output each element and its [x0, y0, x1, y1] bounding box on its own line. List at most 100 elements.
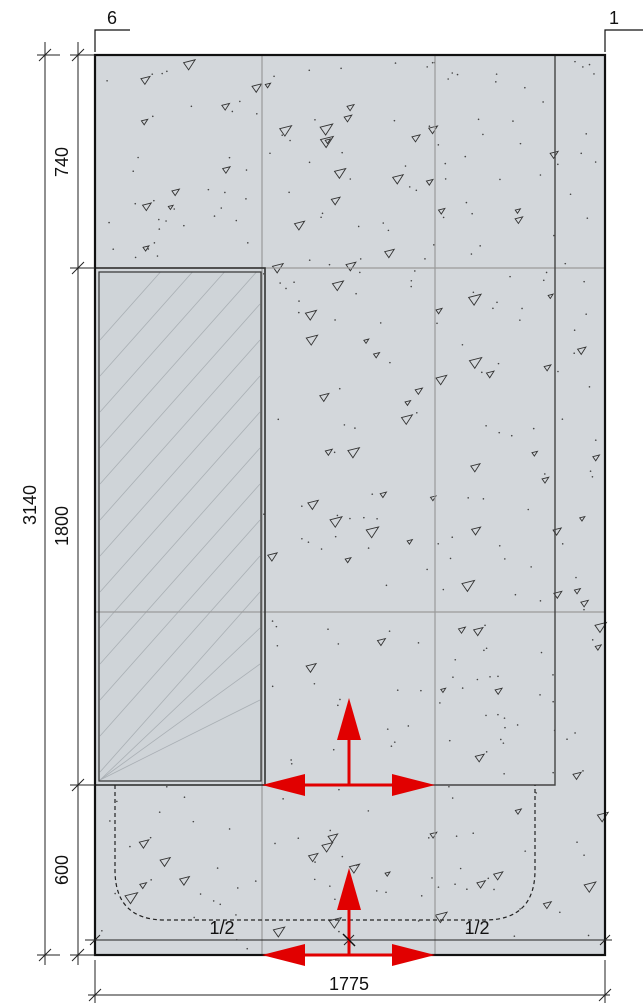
aggregate-dot: [277, 418, 280, 421]
aggregate-dot: [332, 748, 335, 751]
aggregate: [547, 293, 555, 300]
aggregate-dot: [444, 178, 447, 180]
aggregate-dot: [493, 888, 495, 891]
aggregate-dot: [153, 242, 156, 244]
aggregate-dot: [183, 796, 186, 799]
aggregate-dot: [496, 301, 498, 304]
aggregate-dot: [471, 212, 473, 215]
aggregate-dot: [114, 892, 116, 895]
aggregate: [461, 579, 476, 593]
aggregate: [319, 123, 334, 136]
aggregate-dot: [470, 253, 473, 255]
aggregate-dot: [375, 890, 378, 892]
aggregate: [159, 856, 172, 868]
aggregate-dot: [417, 642, 420, 644]
aggregate-dot: [101, 930, 103, 932]
aggregate: [543, 364, 552, 372]
aggregate-dot: [112, 248, 115, 250]
aggregate: [470, 463, 481, 473]
aggregate: [139, 881, 148, 890]
aggregate-dot: [106, 79, 108, 82]
aggregate: [365, 526, 380, 539]
aggregate: [319, 135, 335, 149]
window-sash: [98, 271, 262, 782]
aggregate-dot: [514, 593, 517, 596]
aggregate-dot: [492, 307, 494, 310]
aggregate-dot: [557, 370, 559, 373]
aggregate-dot: [359, 258, 362, 260]
aggregate-dot: [594, 161, 597, 163]
aggregate: [307, 852, 319, 863]
axis-label: 6: [107, 8, 117, 28]
aggregate: [319, 392, 330, 403]
aggregate-dot: [574, 732, 576, 734]
dimension-label: 600: [52, 855, 72, 885]
aggregate-dot: [134, 256, 137, 259]
aggregate: [324, 448, 334, 457]
aggregate-dot: [588, 386, 591, 388]
aggregate: [594, 621, 608, 634]
hatch-line: [99, 272, 161, 341]
aggregate-dot: [497, 675, 499, 678]
aggregate-dot: [442, 216, 445, 219]
aggregate-dot: [256, 112, 258, 115]
aggregate-dot: [524, 86, 526, 89]
aggregate-dot: [485, 647, 488, 650]
aggregate-dot: [516, 724, 519, 726]
aggregate-dot: [467, 928, 469, 931]
aggregate-dot: [540, 651, 543, 654]
aggregate-dot: [521, 307, 523, 310]
aggregate-dot: [271, 620, 274, 622]
hatch-line: [99, 555, 261, 737]
aggregate-dot: [552, 771, 554, 774]
aggregate-dot: [367, 547, 370, 549]
aggregate-dot: [279, 282, 281, 284]
aggregate-dot: [151, 115, 154, 118]
aggregate-dot: [340, 67, 342, 70]
aggregate: [576, 346, 587, 356]
aggregate-dot: [273, 75, 275, 78]
hatch-line: [99, 447, 261, 629]
aggregate-dot: [431, 877, 433, 879]
aggregate: [330, 196, 342, 206]
hatch-line: [99, 627, 261, 781]
aggregate-dot: [337, 643, 340, 645]
aggregate: [425, 178, 434, 186]
aggregate-dot: [333, 451, 336, 454]
aggregate-dot: [588, 63, 591, 66]
aggregate: [221, 102, 231, 111]
aggregate-dot: [271, 685, 274, 688]
aggregate-dot: [158, 811, 161, 813]
aggregate: [435, 307, 444, 315]
aggregate: [264, 82, 272, 89]
aggregate-dot: [410, 279, 413, 282]
aggregate-dot: [147, 248, 150, 250]
aggregate: [324, 138, 332, 145]
aggregate: [594, 644, 603, 651]
aggregate: [485, 370, 496, 379]
aggregate-dot: [329, 885, 331, 887]
aggregate-dot: [519, 142, 522, 145]
aggregate-dot: [591, 475, 594, 478]
aggregate: [304, 309, 318, 321]
aggregate: [541, 476, 550, 484]
aggregate: [573, 587, 582, 595]
aggregate-dot: [297, 311, 300, 314]
aggregate-dot: [576, 841, 578, 843]
hatch-line: [99, 339, 261, 521]
aggregate-dot: [420, 895, 423, 897]
dimension-label: 740: [52, 147, 72, 177]
aggregate-dot: [407, 725, 410, 727]
aggregate: [376, 637, 387, 647]
aggregate-dot: [376, 517, 378, 520]
aggregate-dot: [385, 584, 388, 587]
hatch-line: [99, 699, 261, 781]
aggregate-dot: [410, 285, 413, 288]
aggregate-dot: [363, 516, 365, 519]
aggregate-dot: [236, 887, 239, 889]
aggregate: [514, 808, 523, 816]
aggregate: [406, 538, 414, 545]
aggregate-dot: [150, 879, 152, 881]
aggregate-dot: [564, 262, 567, 265]
aggregate-dot: [288, 191, 290, 194]
